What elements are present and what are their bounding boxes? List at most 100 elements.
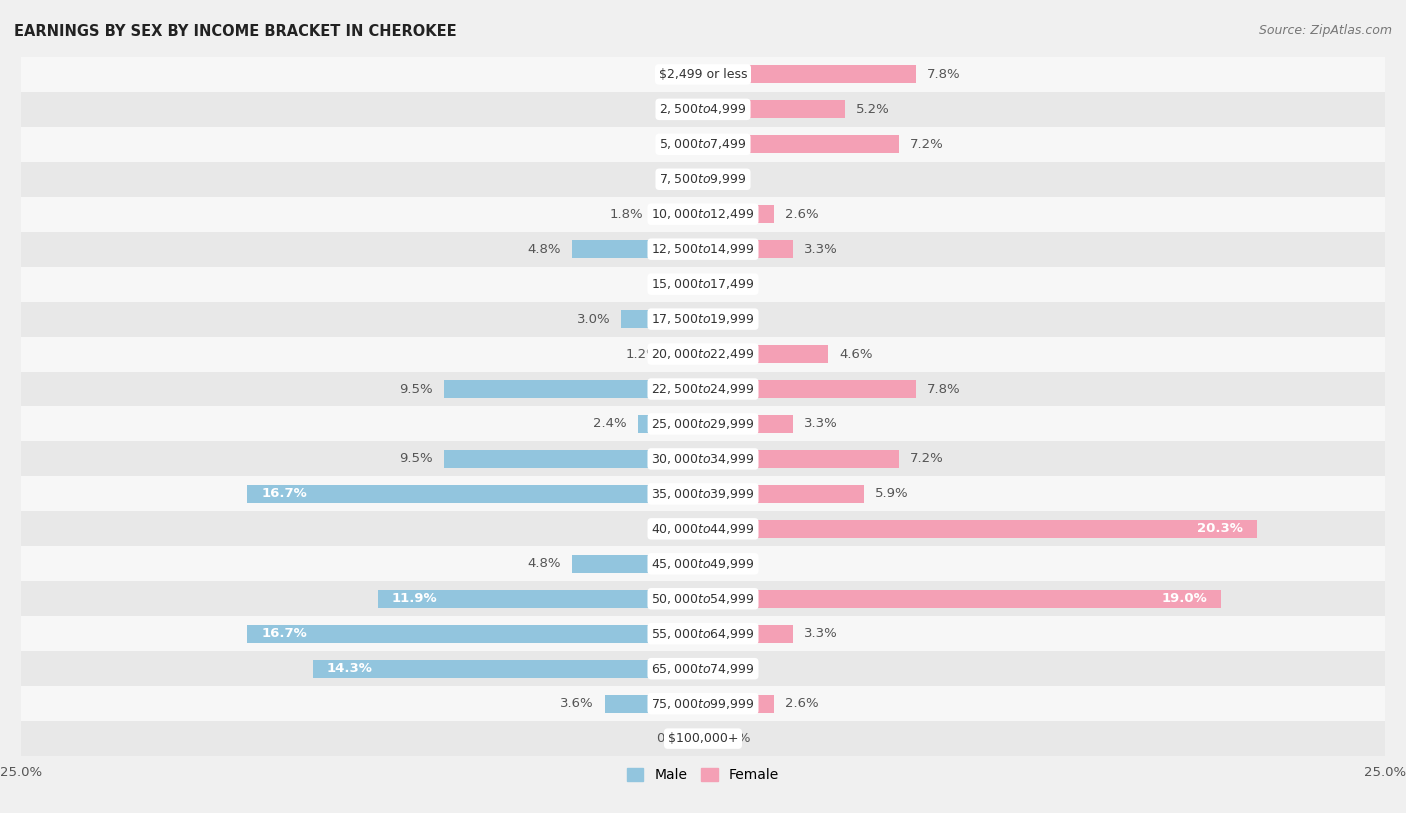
- Text: 20.3%: 20.3%: [1197, 523, 1243, 535]
- Text: 5.9%: 5.9%: [875, 488, 908, 500]
- Bar: [703, 520, 1257, 538]
- Text: $17,500 to $19,999: $17,500 to $19,999: [651, 312, 755, 326]
- Bar: [699, 170, 703, 189]
- Bar: [444, 380, 703, 398]
- Text: 2.6%: 2.6%: [785, 208, 818, 220]
- Bar: [699, 135, 703, 154]
- Text: $55,000 to $64,999: $55,000 to $64,999: [651, 627, 755, 641]
- Text: 1.2%: 1.2%: [626, 348, 659, 360]
- Bar: [703, 554, 707, 573]
- Bar: [314, 659, 703, 678]
- Text: 0.0%: 0.0%: [717, 733, 751, 745]
- Bar: [703, 205, 773, 224]
- Bar: [703, 624, 793, 643]
- Text: 0.0%: 0.0%: [717, 278, 751, 290]
- Text: 7.8%: 7.8%: [927, 383, 960, 395]
- Bar: [21, 406, 1385, 441]
- Text: 7.8%: 7.8%: [927, 68, 960, 80]
- Text: $40,000 to $44,999: $40,000 to $44,999: [651, 522, 755, 536]
- Text: 16.7%: 16.7%: [262, 628, 307, 640]
- Bar: [21, 546, 1385, 581]
- Bar: [378, 589, 703, 608]
- Bar: [21, 616, 1385, 651]
- Text: 2.4%: 2.4%: [593, 418, 627, 430]
- Text: $50,000 to $54,999: $50,000 to $54,999: [651, 592, 755, 606]
- Text: 0.0%: 0.0%: [717, 313, 751, 325]
- Bar: [21, 57, 1385, 92]
- Text: $22,500 to $24,999: $22,500 to $24,999: [651, 382, 755, 396]
- Bar: [703, 380, 915, 398]
- Bar: [605, 694, 703, 713]
- Text: $12,500 to $14,999: $12,500 to $14,999: [651, 242, 755, 256]
- Bar: [703, 589, 1222, 608]
- Bar: [21, 721, 1385, 756]
- Text: 4.8%: 4.8%: [527, 243, 561, 255]
- Text: 16.7%: 16.7%: [262, 488, 307, 500]
- Text: 0.0%: 0.0%: [655, 278, 689, 290]
- Bar: [703, 450, 900, 468]
- Text: $7,500 to $9,999: $7,500 to $9,999: [659, 172, 747, 186]
- Text: $2,499 or less: $2,499 or less: [659, 68, 747, 80]
- Bar: [699, 65, 703, 84]
- Text: 3.3%: 3.3%: [804, 243, 838, 255]
- Bar: [699, 100, 703, 119]
- Bar: [703, 240, 793, 259]
- Bar: [21, 511, 1385, 546]
- Bar: [21, 441, 1385, 476]
- Text: 3.3%: 3.3%: [804, 418, 838, 430]
- Text: $20,000 to $22,499: $20,000 to $22,499: [651, 347, 755, 361]
- Text: 7.2%: 7.2%: [910, 138, 943, 150]
- Bar: [21, 302, 1385, 337]
- Bar: [703, 694, 773, 713]
- Bar: [699, 729, 703, 748]
- Text: $30,000 to $34,999: $30,000 to $34,999: [651, 452, 755, 466]
- Text: $35,000 to $39,999: $35,000 to $39,999: [651, 487, 755, 501]
- Text: 4.6%: 4.6%: [839, 348, 873, 360]
- Legend: Male, Female: Male, Female: [621, 763, 785, 788]
- Text: $2,500 to $4,999: $2,500 to $4,999: [659, 102, 747, 116]
- Text: 9.5%: 9.5%: [399, 383, 433, 395]
- Text: $100,000+: $100,000+: [668, 733, 738, 745]
- Text: EARNINGS BY SEX BY INCOME BRACKET IN CHEROKEE: EARNINGS BY SEX BY INCOME BRACKET IN CHE…: [14, 24, 457, 39]
- Text: 0.0%: 0.0%: [717, 663, 751, 675]
- Bar: [21, 127, 1385, 162]
- Text: 0.0%: 0.0%: [655, 68, 689, 80]
- Text: 3.0%: 3.0%: [576, 313, 610, 325]
- Text: $5,000 to $7,499: $5,000 to $7,499: [659, 137, 747, 151]
- Text: $75,000 to $99,999: $75,000 to $99,999: [651, 697, 755, 711]
- Bar: [21, 686, 1385, 721]
- Text: 0.0%: 0.0%: [655, 138, 689, 150]
- Text: 2.6%: 2.6%: [785, 698, 818, 710]
- Bar: [703, 345, 828, 363]
- Bar: [444, 450, 703, 468]
- Bar: [699, 275, 703, 293]
- Bar: [247, 485, 703, 503]
- Bar: [21, 267, 1385, 302]
- Text: 19.0%: 19.0%: [1161, 593, 1208, 605]
- Text: 0.0%: 0.0%: [655, 523, 689, 535]
- Bar: [703, 170, 707, 189]
- Text: $25,000 to $29,999: $25,000 to $29,999: [651, 417, 755, 431]
- Bar: [21, 476, 1385, 511]
- Bar: [654, 205, 703, 224]
- Bar: [703, 310, 707, 328]
- Text: $10,000 to $12,499: $10,000 to $12,499: [651, 207, 755, 221]
- Bar: [703, 100, 845, 119]
- Text: $15,000 to $17,499: $15,000 to $17,499: [651, 277, 755, 291]
- Bar: [21, 162, 1385, 197]
- Bar: [572, 554, 703, 573]
- Bar: [247, 624, 703, 643]
- Text: 11.9%: 11.9%: [392, 593, 437, 605]
- Bar: [703, 415, 793, 433]
- Bar: [21, 232, 1385, 267]
- Bar: [703, 485, 863, 503]
- Bar: [21, 92, 1385, 127]
- Text: 14.3%: 14.3%: [326, 663, 373, 675]
- Bar: [21, 651, 1385, 686]
- Bar: [21, 197, 1385, 232]
- Bar: [703, 275, 707, 293]
- Bar: [703, 135, 900, 154]
- Text: 0.0%: 0.0%: [655, 173, 689, 185]
- Bar: [21, 337, 1385, 372]
- Text: $45,000 to $49,999: $45,000 to $49,999: [651, 557, 755, 571]
